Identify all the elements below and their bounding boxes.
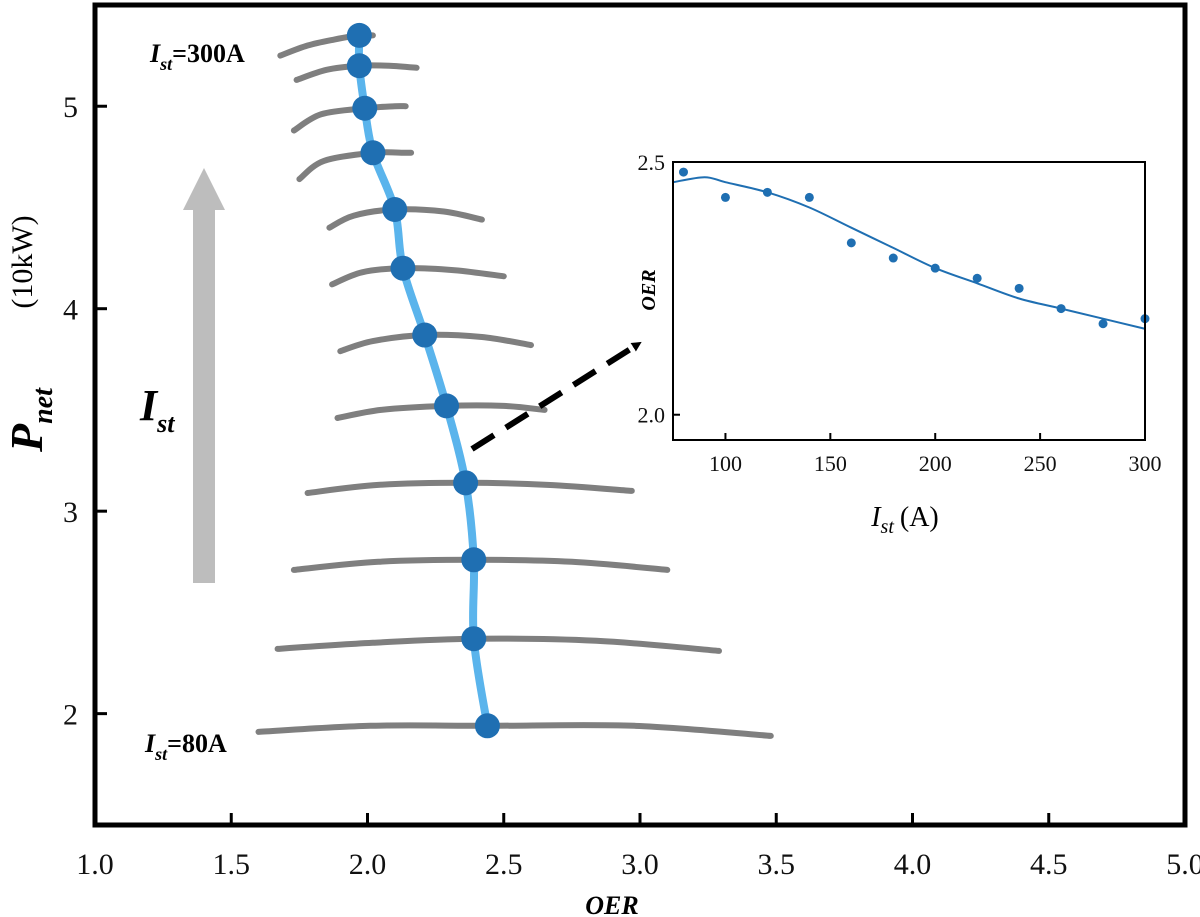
optimal-point — [453, 470, 479, 496]
oer-curve-3 — [290, 103, 409, 134]
y-tick-label: 4 — [63, 294, 78, 327]
x-tick-label: 1.0 — [76, 848, 114, 881]
svg-text:OER: OER — [638, 269, 660, 310]
optimal-point — [346, 22, 372, 48]
y-axis-unit: (10kW) — [6, 215, 39, 308]
inset-point — [720, 192, 730, 202]
x-tick-label: 4.5 — [1030, 848, 1068, 881]
y-tick-label: 2 — [63, 699, 78, 732]
optimal-point — [390, 255, 416, 281]
inset-point — [846, 238, 856, 248]
optimal-points — [346, 22, 500, 739]
oer-curve-12 — [255, 722, 774, 739]
oer-curve-6 — [329, 265, 507, 288]
inset-y-tick-label: 2.0 — [638, 403, 666, 428]
inset-point — [888, 253, 898, 263]
optimal-point — [412, 322, 438, 348]
inset-frame — [672, 161, 1146, 441]
inset-y-axis-label: OER — [638, 269, 660, 310]
optimal-point — [352, 95, 378, 121]
inset-x-tick-labels: 100 150 200 250 300 — [709, 451, 1162, 476]
inset-y-tick-label: 2.5 — [638, 150, 666, 175]
x-tick-label: 2.0 — [349, 848, 387, 881]
optimal-point — [474, 713, 500, 739]
x-tick-label: 4.0 — [894, 848, 932, 881]
x-tick-label: 5.0 — [1166, 848, 1200, 881]
optimal-oer-line — [354, 31, 492, 730]
inset-point — [1014, 283, 1024, 293]
y-axis-label: Pnet — [1, 387, 59, 453]
inset-x-axis-label: Ist (A) — [870, 502, 939, 538]
inset-y-tick-labels: 2.0 2.5 — [638, 150, 666, 428]
svg-text:Pnet: Pnet — [1, 387, 59, 453]
x-axis-label: OER — [585, 891, 638, 917]
annotation-80a: Ist=80A — [144, 729, 227, 764]
inset-x-tick-label: 250 — [1024, 451, 1057, 476]
inset-point — [972, 273, 982, 283]
main-ticks — [93, 104, 1187, 825]
inset-x-tick-label: 300 — [1129, 451, 1162, 476]
main-y-tick-labels: 2 3 4 5 — [63, 91, 78, 731]
optimal-point — [461, 547, 487, 573]
optimal-point — [461, 626, 487, 652]
inset-point — [1056, 304, 1066, 314]
x-tick-label: 1.5 — [213, 848, 251, 881]
inset-points — [678, 167, 1150, 329]
arrow-label: Ist — [139, 381, 175, 438]
optimal-point — [346, 53, 372, 79]
increasing-current-arrow — [183, 168, 225, 583]
inset-background — [673, 162, 1145, 440]
svg-text:(10kW): (10kW) — [6, 215, 39, 308]
y-tick-label: 3 — [63, 496, 78, 529]
optimal-point — [434, 393, 460, 419]
annotation-300a: Ist=300A — [149, 39, 245, 74]
inset-point — [930, 263, 940, 273]
inset-point — [678, 167, 688, 177]
inset-x-tick-label: 200 — [919, 451, 952, 476]
inset-point — [1098, 319, 1108, 329]
x-tick-label: 3.5 — [758, 848, 796, 881]
inset-x-tick-label: 150 — [814, 451, 847, 476]
x-tick-label: 2.5 — [485, 848, 523, 881]
y-tick-label: 5 — [63, 91, 78, 124]
inset-x-tick-label: 100 — [709, 451, 742, 476]
optimal-point — [360, 140, 386, 166]
inset-pointer-arrow — [470, 340, 642, 452]
inset-point — [804, 192, 814, 202]
oer-curve-11 — [274, 635, 722, 654]
inset-point — [762, 187, 772, 197]
main-x-tick-labels: 1.0 1.5 2.0 2.5 3.0 3.5 4.0 4.5 5.0 — [76, 848, 1200, 881]
optimal-point — [382, 196, 408, 222]
oer-curve-4 — [296, 149, 415, 183]
x-tick-label: 3.0 — [621, 848, 659, 881]
